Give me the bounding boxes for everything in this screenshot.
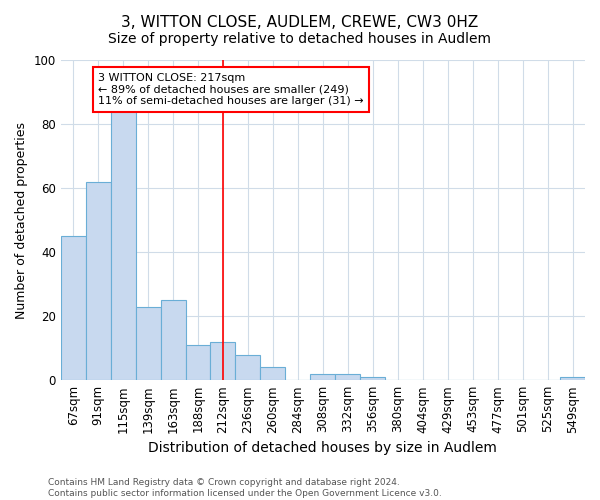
Bar: [360, 377, 385, 380]
Text: Contains HM Land Registry data © Crown copyright and database right 2024.
Contai: Contains HM Land Registry data © Crown c…: [48, 478, 442, 498]
Bar: [310, 374, 335, 380]
Bar: [161, 300, 185, 380]
Bar: [136, 306, 161, 380]
Bar: [260, 368, 286, 380]
Text: Size of property relative to detached houses in Audlem: Size of property relative to detached ho…: [109, 32, 491, 46]
Y-axis label: Number of detached properties: Number of detached properties: [15, 122, 28, 318]
Bar: [560, 377, 585, 380]
Text: 3 WITTON CLOSE: 217sqm
← 89% of detached houses are smaller (249)
11% of semi-de: 3 WITTON CLOSE: 217sqm ← 89% of detached…: [98, 73, 364, 106]
Bar: [335, 374, 360, 380]
Text: 3, WITTON CLOSE, AUDLEM, CREWE, CW3 0HZ: 3, WITTON CLOSE, AUDLEM, CREWE, CW3 0HZ: [121, 15, 479, 30]
Bar: [86, 182, 110, 380]
Bar: [211, 342, 235, 380]
Bar: [185, 345, 211, 380]
Bar: [61, 236, 86, 380]
Bar: [110, 111, 136, 380]
Bar: [235, 354, 260, 380]
X-axis label: Distribution of detached houses by size in Audlem: Distribution of detached houses by size …: [148, 441, 497, 455]
